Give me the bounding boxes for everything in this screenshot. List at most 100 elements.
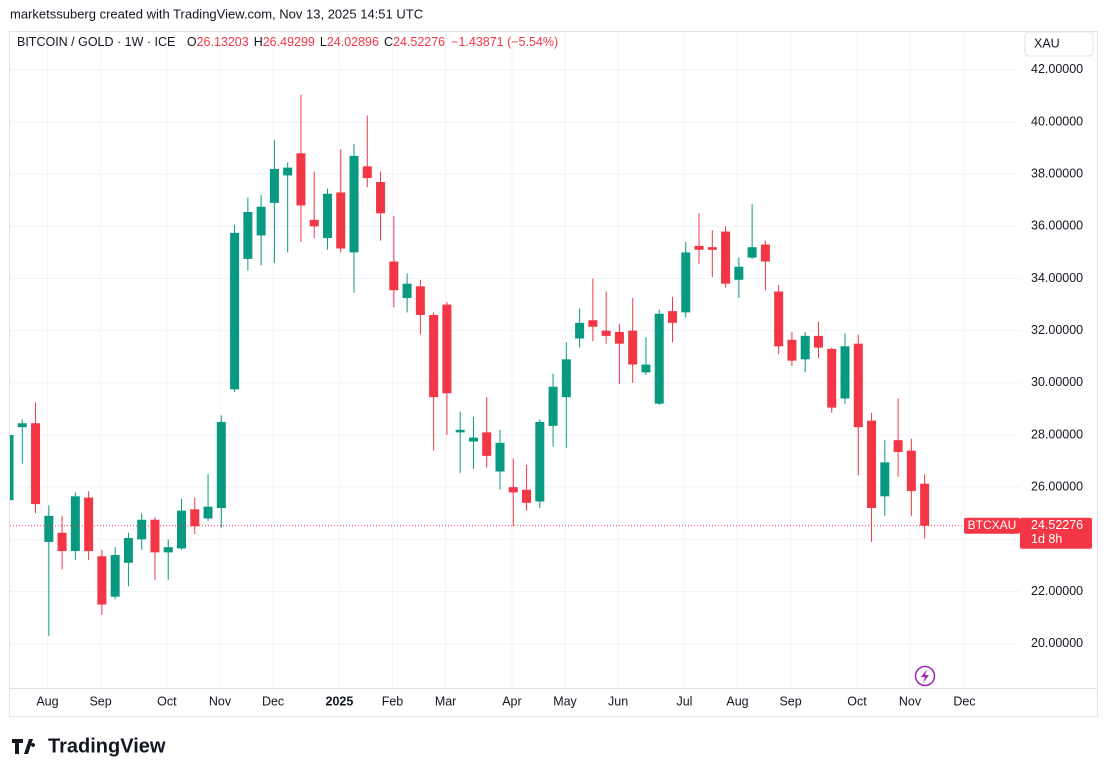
candle-body [628,330,638,365]
symbol-label: BTCXAU [968,518,1017,532]
candle-body [269,168,279,203]
candle-body [880,462,890,497]
y-tick-label: 28.00000 [1031,427,1083,441]
ohlc-value: 26.13203 [197,35,249,49]
x-tick-label: Jun [608,694,628,708]
candle-body [110,554,120,597]
candles [10,94,930,636]
candle-body [654,313,664,404]
x-tick-label: Sep [779,694,801,708]
candle-body [256,206,266,236]
candle-body [402,283,412,299]
x-tick-label: Dec [262,694,284,708]
candle-body [57,532,67,552]
logo-text: TradingView [48,735,166,757]
x-tick-label: Feb [382,694,404,708]
x-tick-label: Jul [676,694,692,708]
candle-body [322,193,332,239]
candle-body [760,244,770,262]
x-tick-label: Apr [502,694,521,708]
candle-body [614,331,624,344]
candle-body [508,487,518,493]
symbol-title: BITCOIN / GOLD · 1W · ICE [17,35,175,49]
pane-border [9,31,1098,717]
candle-body [309,219,319,227]
currency-box[interactable] [1024,31,1094,57]
event-bolt [921,669,929,683]
candle-body [349,155,359,253]
candle-body [190,509,200,527]
x-tick-label: Nov [209,694,232,708]
candle-body [920,483,930,526]
legend: BITCOIN / GOLD · 1W · ICE O26.13203 H26.4… [17,35,558,49]
candle-body [721,231,731,284]
candle-body [813,335,823,348]
candle-body [548,386,558,426]
candle-body [641,364,651,373]
x-tick-label: Oct [157,694,177,708]
ohlc-letter: C [384,35,393,49]
candle-body [668,311,677,323]
candle-body [177,510,187,549]
candle-body [123,538,133,563]
candle-body [84,497,94,552]
candle-body [203,506,213,519]
candle-body [429,315,439,398]
y-tick-label: 34.00000 [1031,271,1083,285]
candle-body [389,261,399,291]
ohlc-value: 26.49299 [263,35,315,49]
candle-body [70,496,80,552]
ohlc-letter: H [254,35,263,49]
candle-body [468,437,478,442]
candle-body [163,547,173,553]
y-tick-label: 26.00000 [1031,479,1083,493]
ohlc-value: 24.02896 [327,35,379,49]
x-tick-label: Nov [899,694,922,708]
candle-body [575,322,585,339]
y-tick-label: 36.00000 [1031,219,1083,233]
x-tick-label: Aug [726,694,748,708]
candle-body [747,247,757,258]
candle-body [44,515,54,542]
candle-body [455,429,465,433]
candle-body [588,320,598,327]
candle-body [376,181,386,214]
candle-body [694,245,704,250]
x-tick-label: May [553,694,577,708]
price-box [1020,517,1092,549]
currency[interactable]: XAU [1034,36,1060,50]
candle-body [681,252,691,313]
ohlc-value: 24.52276 [393,35,445,49]
candle-body [362,166,372,179]
candle-body [137,519,147,540]
countdown: 1d 8h [1031,532,1062,546]
candle-body [243,211,253,259]
candle-body [336,192,346,249]
candle-body [230,232,240,390]
x-tick-label: Aug [36,694,58,708]
y-tick-label: 30.00000 [1031,375,1083,389]
last-price: 24.52276 [1031,518,1083,532]
candle-body [522,489,532,503]
candle-body [893,440,903,452]
candle-body [827,348,837,408]
change: −1.43871 (−5.54%) [451,35,558,49]
ohlc-letter: L [320,35,327,49]
logo: TradingView [12,735,166,757]
candle-body [774,291,784,347]
candle-body [482,432,492,456]
ohlc-letter: O [187,35,197,49]
candle-body [97,556,107,605]
candle-body [296,153,306,206]
candle-body [906,450,916,492]
x-tick-label: Sep [89,694,111,708]
x-tick-label: Dec [953,694,975,708]
candle-body [787,339,797,361]
x-tick-label: Oct [847,694,867,708]
candle-body [17,423,27,428]
candle-body [734,266,744,280]
candle-body [853,343,863,428]
candle-body [707,247,717,250]
candle-body [283,167,293,176]
